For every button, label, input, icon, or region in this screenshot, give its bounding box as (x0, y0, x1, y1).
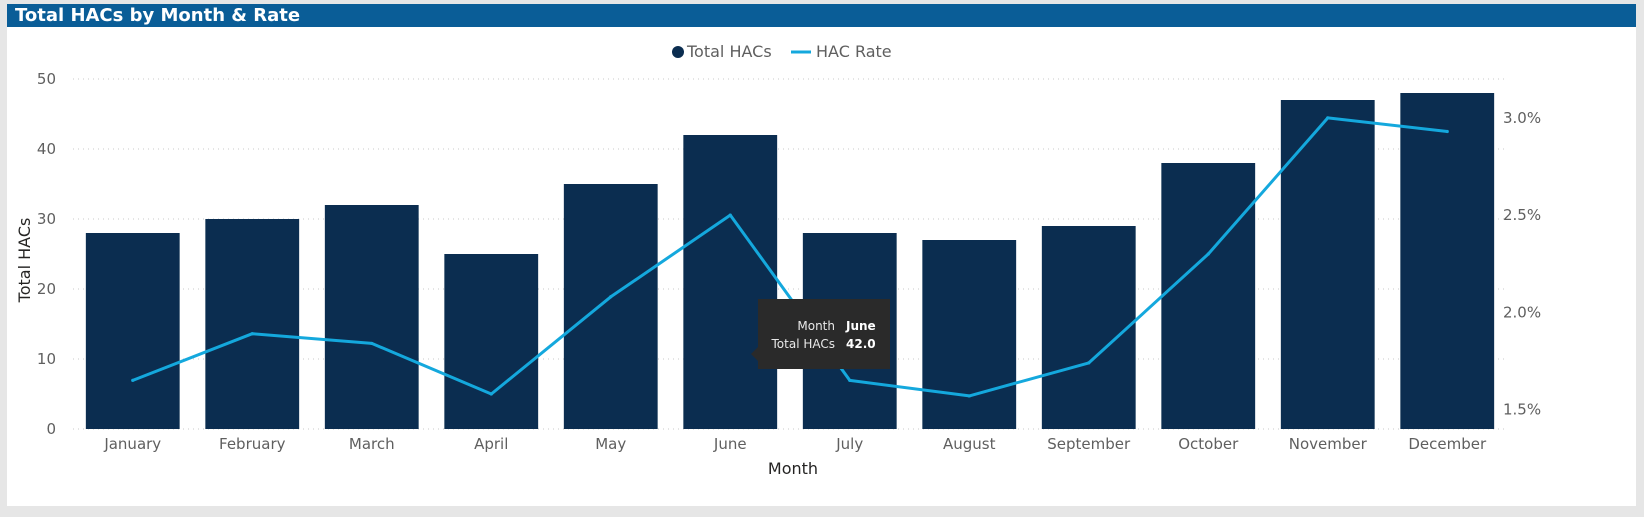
line-point (1326, 116, 1330, 120)
x-tick-label: September (1047, 435, 1131, 453)
y2-tick-label: 2.0% (1503, 303, 1541, 321)
x-tick-label: November (1289, 435, 1368, 453)
legend-label-hac-rate: HAC Rate (816, 42, 892, 61)
bar (1161, 163, 1256, 429)
y-tick-label: 40 (37, 140, 56, 158)
y-tick-label: 50 (37, 70, 56, 88)
x-tick-label: April (474, 435, 508, 453)
tooltip-key-total-hacs: Total HACs (771, 337, 836, 351)
line-point (728, 213, 732, 217)
tooltip: Month June Total HACs 42.0 (751, 299, 890, 369)
y-tick-label: 10 (37, 350, 56, 368)
y2-tick-label: 3.0% (1503, 109, 1541, 127)
gridlines (73, 78, 1507, 430)
line-point (1087, 361, 1091, 365)
chart-panel: Total HACs by Month & Rate 0 10 20 30 40 50 1… (7, 4, 1636, 506)
rate-line (132, 116, 1448, 398)
x-tick-label: December (1408, 435, 1487, 453)
x-tick-label: August (943, 435, 996, 453)
x-axis: January February March April May June July Augu… (103, 435, 1487, 453)
line-point (609, 295, 613, 299)
x-tick-label: October (1178, 435, 1239, 453)
tooltip-value-total-hacs: 42.0 (846, 337, 876, 351)
x-axis-title: Month (768, 459, 818, 478)
line-point (848, 378, 852, 382)
bar (1280, 100, 1375, 429)
x-tick-label: June (713, 435, 747, 453)
x-tick-label: July (835, 435, 863, 453)
x-tick-label: March (349, 435, 395, 453)
tooltip-value-month: June (845, 319, 876, 333)
bar (922, 240, 1017, 429)
chart-header: Total HACs by Month & Rate (7, 4, 1636, 27)
chart-title: Total HACs by Month & Rate (15, 5, 301, 26)
tooltip-pointer (751, 347, 758, 361)
combo-chart[interactable]: 0 10 20 30 40 50 1.5% 2.0% 2.5% 3.0% January Febr… (7, 4, 1636, 506)
bar-series (85, 93, 1495, 429)
x-tick-label: January (103, 435, 161, 453)
y-tick-label: 0 (46, 420, 56, 438)
y2-tick-label: 1.5% (1503, 401, 1541, 419)
line-series (131, 116, 1449, 398)
bar (85, 233, 180, 429)
legend: Total HACs HAC Rate (672, 42, 892, 61)
line-point (131, 378, 135, 382)
x-tick-label: February (219, 435, 286, 453)
bar (683, 135, 778, 429)
legend-label-total-hacs: Total HACs (686, 42, 772, 61)
bar (444, 254, 539, 429)
bar (1400, 93, 1495, 429)
line-point (489, 392, 493, 396)
x-tick-label: May (595, 435, 626, 453)
bar (563, 184, 658, 429)
tooltip-box (758, 299, 890, 369)
bar (1041, 226, 1136, 429)
tooltip-key-month: Month (797, 319, 835, 333)
y2-tick-label: 2.5% (1503, 206, 1541, 224)
line-point (1206, 252, 1210, 256)
line-point (370, 341, 374, 346)
bar (324, 205, 419, 429)
line-point (1445, 129, 1449, 134)
y-axis-right: 1.5% 2.0% 2.5% 3.0% (1503, 109, 1541, 419)
legend-marker-total-hacs (672, 46, 684, 58)
y-tick-label: 30 (37, 210, 56, 228)
y-tick-label: 20 (37, 280, 56, 298)
line-point (967, 394, 971, 398)
bar (205, 219, 300, 429)
y-axis-title: Total HACs (15, 218, 34, 304)
y-axis-left: 0 10 20 30 40 50 (37, 70, 56, 438)
line-point (250, 332, 254, 336)
